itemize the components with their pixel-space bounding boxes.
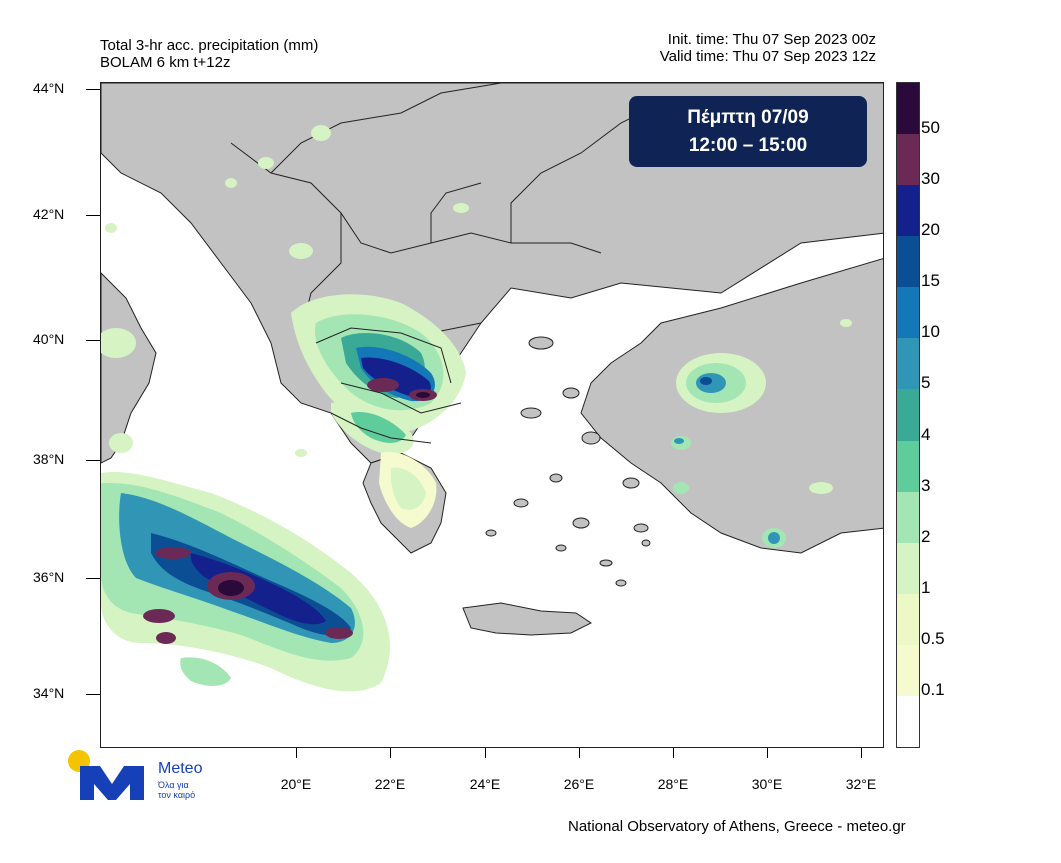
colorbar-label: 20 (921, 220, 940, 240)
land-italy (101, 272, 157, 464)
banner-day: Πέμπτη 07/09 (687, 107, 809, 128)
lon-label-24: 24°E (469, 776, 501, 792)
lat-tick (86, 694, 100, 695)
lon-label-28: 28°E (657, 776, 689, 792)
precip-balkans-scattered (101, 125, 469, 457)
colorbar-label: 2 (921, 526, 931, 546)
colorbar-label: 3 (921, 475, 931, 495)
lat-label-36: 36°N (33, 569, 65, 585)
precip-peloponnese (379, 452, 437, 528)
colorbar-label: 0.5 (921, 628, 945, 648)
lon-tick (767, 748, 768, 758)
precip-ionian-sea (101, 472, 390, 692)
colorbar-segment (897, 338, 919, 390)
colorbar-label: 50 (921, 118, 940, 138)
lon-tick (296, 748, 297, 758)
logo-tagline-1: Όλα για (158, 780, 189, 790)
lat-tick (86, 89, 100, 90)
valid-time: Valid time: Thu 07 Sep 2023 12z (659, 48, 876, 65)
meteo-logo-icon (68, 750, 144, 800)
init-time: Init. time: Thu 07 Sep 2023 00z (667, 31, 876, 48)
precipitation-colorbar (896, 82, 920, 748)
colorbar-label: 5 (921, 373, 931, 393)
greece-regional-borders (315, 327, 462, 444)
forecast-time-banner: Πέμπτη 07/09 12:00 – 15:00 (629, 96, 867, 167)
lat-label-34: 34°N (33, 685, 65, 701)
colorbar-segment (897, 134, 919, 186)
map-title: Total 3-hr acc. precipitation (mm) BOLAM… (100, 37, 318, 71)
aegean-islands (485, 336, 651, 587)
lat-label-44: 44°N (33, 80, 65, 96)
colorbar-segment (897, 644, 919, 697)
colorbar-segment (897, 695, 919, 748)
lon-tick (390, 748, 391, 758)
map-canvas (101, 83, 883, 747)
colorbar-label: 0.1 (921, 679, 945, 699)
colorbar-segment (897, 491, 919, 544)
precip-turkey (671, 319, 852, 548)
lon-tick (579, 748, 580, 758)
colorbar-segment (897, 236, 919, 288)
lat-label-38: 38°N (33, 451, 65, 467)
time-info: Init. time: Thu 07 Sep 2023 00z Valid ti… (660, 31, 876, 65)
colorbar-segment (897, 287, 919, 339)
banner-time: 12:00 – 15:00 (688, 135, 808, 156)
precip-north-greece (291, 294, 466, 455)
lon-tick (861, 748, 862, 758)
footer-credit: National Observatory of Athens, Greece -… (568, 818, 906, 835)
logo-tagline: Όλα για τον καιρό (158, 780, 195, 800)
colorbar-segment (897, 389, 919, 442)
lon-label-30: 30°E (751, 776, 783, 792)
colorbar-label: 30 (921, 169, 940, 189)
title-line-1: Total 3-hr acc. precipitation (mm) (100, 37, 319, 54)
lat-label-42: 42°N (33, 206, 65, 222)
logo-tagline-2: τον καιρό (158, 790, 196, 800)
lat-tick (86, 578, 100, 579)
lon-tick (485, 748, 486, 758)
precipitation-map (100, 82, 884, 748)
lon-tick (673, 748, 674, 758)
lon-label-32: 32°E (845, 776, 877, 792)
title-line-2: BOLAM 6 km t+12z (100, 54, 231, 71)
colorbar-segment (897, 593, 919, 646)
colorbar-label: 15 (921, 271, 940, 291)
colorbar-segment (897, 185, 919, 237)
lat-tick (86, 340, 100, 341)
land-crete (462, 602, 592, 636)
colorbar-label: 10 (921, 322, 940, 342)
colorbar-label: 1 (921, 577, 931, 597)
lat-tick (86, 215, 100, 216)
lon-label-26: 26°E (563, 776, 595, 792)
logo-name: Meteo (158, 760, 203, 777)
lat-tick (86, 460, 100, 461)
lon-label-20: 20°E (280, 776, 312, 792)
lat-label-40: 40°N (33, 331, 65, 347)
lon-label-22: 22°E (374, 776, 406, 792)
colorbar-segment (897, 83, 919, 135)
colorbar-segment (897, 440, 919, 493)
colorbar-segment (897, 542, 919, 595)
colorbar-label: 4 (921, 424, 931, 444)
